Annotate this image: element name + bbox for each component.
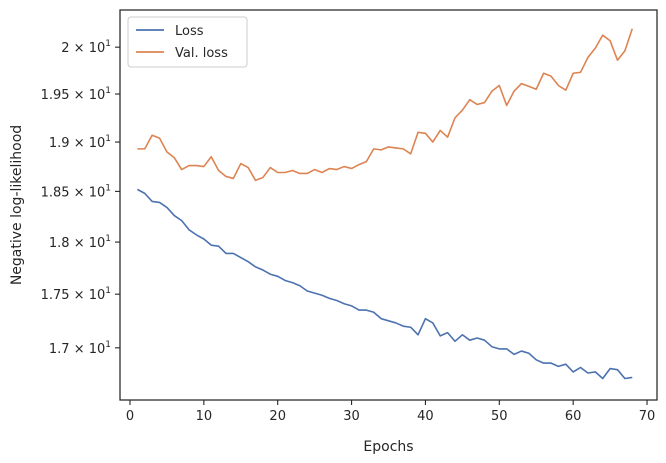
series-line-2 — [137, 28, 634, 182]
x-tick-label: 70 — [639, 409, 656, 424]
y-axis-ticks: 1.7 × 101 1.75 × 101 1.8 × 101 1.85 × 101 1.… — [41, 39, 120, 357]
y-tick-label: 2 × 101 — [61, 39, 111, 56]
x-tick-label: 50 — [491, 409, 508, 424]
y-tick-label: 1.85 × 101 — [41, 183, 111, 200]
plot-frame — [119, 9, 658, 401]
y-tick-label: 1.7 × 101 — [49, 340, 111, 357]
y-tick-label: 1.9 × 101 — [49, 134, 111, 151]
x-tick-label: 40 — [417, 409, 434, 424]
x-tick-label: 0 — [126, 409, 134, 424]
y-tick-label: 1.95 × 101 — [41, 86, 111, 103]
x-axis-ticks: 0 10 20 30 40 50 60 70 — [126, 400, 655, 424]
y-tick-label: 1.75 × 101 — [41, 286, 111, 303]
x-tick-label: 10 — [196, 409, 213, 424]
legend-label-2: Val. loss — [175, 46, 228, 61]
plot-area — [120, 10, 657, 400]
x-axis-label: Epochs — [363, 439, 413, 455]
x-tick-label: 60 — [565, 409, 582, 424]
legend-label-1: Loss — [175, 24, 204, 39]
series-line-1 — [136, 188, 633, 380]
legend: Loss Val. loss — [127, 16, 248, 68]
y-axis-label: Negative log-likelihood — [9, 125, 25, 285]
series-layer — [136, 28, 634, 380]
x-tick-label: 20 — [269, 409, 286, 424]
x-tick-label: 30 — [343, 409, 360, 424]
y-tick-label: 1.8 × 101 — [49, 234, 111, 251]
